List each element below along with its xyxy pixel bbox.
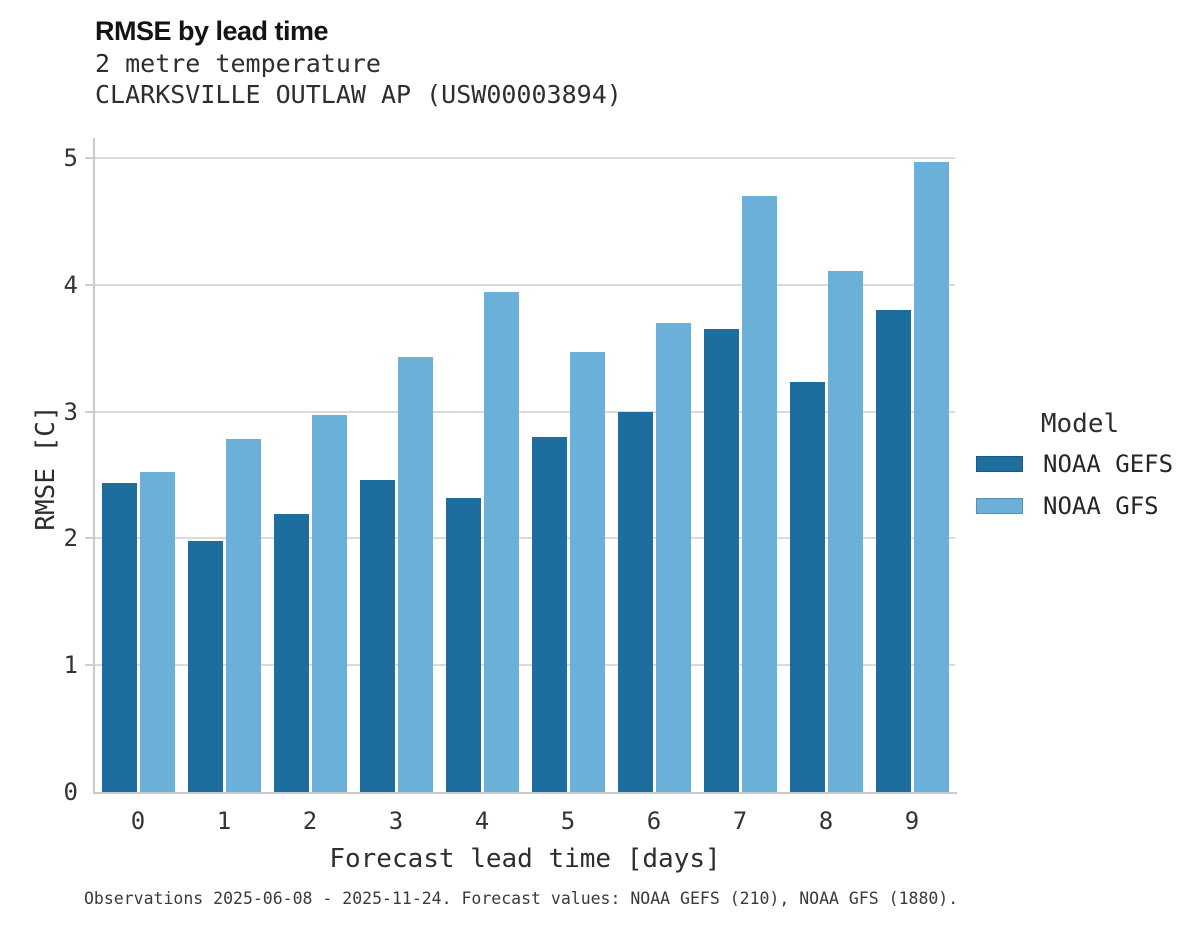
bar-noaa-gfs-lead-4 xyxy=(483,292,519,792)
chart-header: RMSE by lead time 2 metre temperature CL… xyxy=(95,14,622,110)
x-tick-label: 2 xyxy=(302,807,318,835)
x-tick-label: 6 xyxy=(646,807,662,835)
bar-group-lead-4 xyxy=(439,140,525,792)
x-tick-label: 5 xyxy=(560,807,576,835)
y-tick-label: 5 xyxy=(63,144,78,172)
bar-group-lead-3 xyxy=(353,140,439,792)
bar-group-lead-5 xyxy=(525,140,611,792)
x-tick-label: 8 xyxy=(818,807,834,835)
y-tick-mark xyxy=(85,157,93,159)
y-tick-label: 3 xyxy=(63,397,78,426)
x-axis-spine xyxy=(93,792,957,794)
y-tick-mark xyxy=(85,664,93,667)
bar-noaa-gefs-lead-9 xyxy=(875,310,911,792)
bar-noaa-gfs-lead-0 xyxy=(139,472,175,792)
chart-subtitle-variable: 2 metre temperature xyxy=(95,49,381,78)
chart-subtitle-station: CLARKSVILLE OUTLAW AP (USW00003894) xyxy=(95,80,622,109)
bar-group-lead-0 xyxy=(95,140,181,792)
gridline xyxy=(95,283,955,286)
legend-title: Model xyxy=(1040,409,1120,439)
bar-noaa-gfs-lead-1 xyxy=(225,439,261,792)
y-axis-spine xyxy=(93,138,95,794)
y-tick-mark xyxy=(85,537,93,540)
x-tick-label: 0 xyxy=(130,807,146,835)
bar-noaa-gefs-lead-3 xyxy=(359,480,395,792)
x-axis-title: Forecast lead time [days] xyxy=(329,844,721,874)
bar-noaa-gfs-lead-9 xyxy=(913,162,949,792)
y-tick-label: 1 xyxy=(63,651,78,680)
legend-swatch xyxy=(976,456,1023,472)
y-tick-label: 4 xyxy=(63,270,78,299)
bar-noaa-gfs-lead-8 xyxy=(827,271,863,792)
bar-group-lead-8 xyxy=(783,140,869,792)
y-tick-label: 0 xyxy=(63,778,78,806)
legend-item: NOAA GEFS xyxy=(976,450,1184,478)
x-tick-label: 3 xyxy=(388,807,404,835)
legend-item: NOAA GFS xyxy=(976,492,1184,520)
legend-item-label: NOAA GEFS xyxy=(1043,450,1174,478)
x-tick-label: 9 xyxy=(904,807,920,835)
bar-noaa-gefs-lead-1 xyxy=(187,541,223,792)
bar-noaa-gefs-lead-4 xyxy=(445,498,481,792)
bar-noaa-gefs-lead-7 xyxy=(703,329,739,792)
gridline xyxy=(95,664,955,667)
bars-layer xyxy=(95,140,955,792)
legend-item-label: NOAA GFS xyxy=(1043,492,1159,520)
bar-group-lead-1 xyxy=(181,140,267,792)
bar-noaa-gfs-lead-6 xyxy=(655,323,691,792)
legend-swatch xyxy=(976,498,1023,514)
bar-noaa-gefs-lead-6 xyxy=(617,412,653,792)
x-tick-label: 7 xyxy=(732,807,748,835)
legend: Model NOAA GEFS NOAA GFS xyxy=(976,408,1184,534)
bar-noaa-gfs-lead-5 xyxy=(569,352,605,792)
bar-group-lead-7 xyxy=(697,140,783,792)
bar-group-lead-9 xyxy=(869,140,955,792)
bar-noaa-gefs-lead-2 xyxy=(273,514,309,792)
gridline xyxy=(95,157,955,159)
bar-noaa-gfs-lead-3 xyxy=(397,357,433,792)
bar-group-lead-2 xyxy=(267,140,353,792)
legend-items: NOAA GEFS NOAA GFS xyxy=(976,450,1184,520)
bar-noaa-gefs-lead-8 xyxy=(789,382,825,792)
bar-noaa-gfs-lead-7 xyxy=(741,196,777,792)
x-axis-tick-labels: 0 1 2 3 4 5 6 7 8 9 xyxy=(95,806,955,836)
chart-title: RMSE by lead time xyxy=(95,16,329,46)
bar-noaa-gefs-lead-5 xyxy=(531,437,567,792)
footnote-caption: Observations 2025-06-08 - 2025-11-24. Fo… xyxy=(84,889,959,908)
y-tick-mark xyxy=(85,283,93,286)
bar-noaa-gefs-lead-0 xyxy=(101,483,137,792)
gridline xyxy=(95,537,955,540)
x-tick-label: 4 xyxy=(474,807,490,835)
plot-area xyxy=(95,140,955,792)
y-tick-label: 2 xyxy=(63,524,78,553)
y-tick-mark xyxy=(85,410,93,413)
bar-noaa-gfs-lead-2 xyxy=(311,415,347,792)
bar-group-lead-6 xyxy=(611,140,697,792)
x-tick-label: 1 xyxy=(216,807,232,835)
gridline xyxy=(95,410,955,413)
